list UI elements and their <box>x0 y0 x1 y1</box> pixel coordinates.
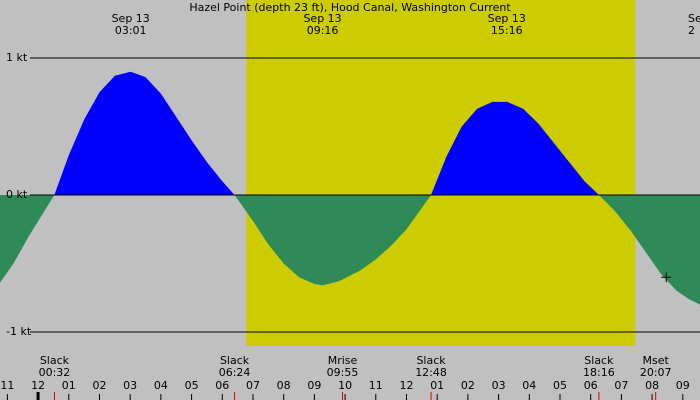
event-name: Slack <box>416 354 446 367</box>
x-tick-label: 06 <box>584 379 598 392</box>
x-tick-label: 05 <box>553 379 567 392</box>
event-name: Slack <box>220 354 250 367</box>
event-time: 18:16 <box>583 366 615 379</box>
peak-time: 2 <box>688 24 695 37</box>
x-tick-label: 06 <box>215 379 229 392</box>
event-name: Mrise <box>328 354 358 367</box>
event-time: 20:07 <box>640 366 672 379</box>
x-tick-label: 05 <box>185 379 199 392</box>
x-tick-label: 01 <box>430 379 444 392</box>
peak-time: 03:01 <box>115 24 147 37</box>
peak-date: Sep 13 <box>303 12 341 25</box>
peak-time: 09:16 <box>307 24 339 37</box>
peak-time: 15:16 <box>491 24 523 37</box>
current-marker <box>661 272 672 283</box>
event-name: Slack <box>40 354 70 367</box>
chart-title: Hazel Point (depth 23 ft), Hood Canal, W… <box>189 1 511 14</box>
event-time: 12:48 <box>415 366 447 379</box>
x-tick-label: 07 <box>246 379 260 392</box>
ebb-area <box>0 195 700 305</box>
x-tick-label: 07 <box>614 379 628 392</box>
x-tick-label: 11 <box>369 379 383 392</box>
x-tick-label: 01 <box>62 379 76 392</box>
x-tick-label: 10 <box>338 379 352 392</box>
x-tick-label: 04 <box>154 379 168 392</box>
event-name: Slack <box>584 354 614 367</box>
event-time: 09:55 <box>327 366 359 379</box>
flood-area <box>0 71 700 195</box>
y-tick-label: -1 kt <box>6 325 32 338</box>
event-name: Mset <box>643 354 670 367</box>
peak-date: Sep 13 <box>112 12 150 25</box>
x-tick-label: 03 <box>123 379 137 392</box>
x-tick-label: 04 <box>522 379 536 392</box>
x-tick-label: 02 <box>461 379 475 392</box>
x-tick-label: 02 <box>92 379 106 392</box>
x-tick-label: 03 <box>492 379 506 392</box>
x-tick-label: 12 <box>31 379 45 392</box>
y-tick-label: 1 kt <box>6 51 28 64</box>
event-time: 06:24 <box>219 366 251 379</box>
event-time: 00:32 <box>39 366 71 379</box>
x-tick-label: 11 <box>0 379 14 392</box>
x-tick-label: 12 <box>399 379 413 392</box>
x-tick-label: 08 <box>277 379 291 392</box>
x-tick-label: 09 <box>676 379 690 392</box>
x-tick-label: 08 <box>645 379 659 392</box>
x-tick-label: 09 <box>307 379 321 392</box>
y-tick-label: 0 kt <box>6 188 28 201</box>
peak-date: Sep 13 <box>488 12 526 25</box>
peak-date: Se <box>688 12 700 25</box>
